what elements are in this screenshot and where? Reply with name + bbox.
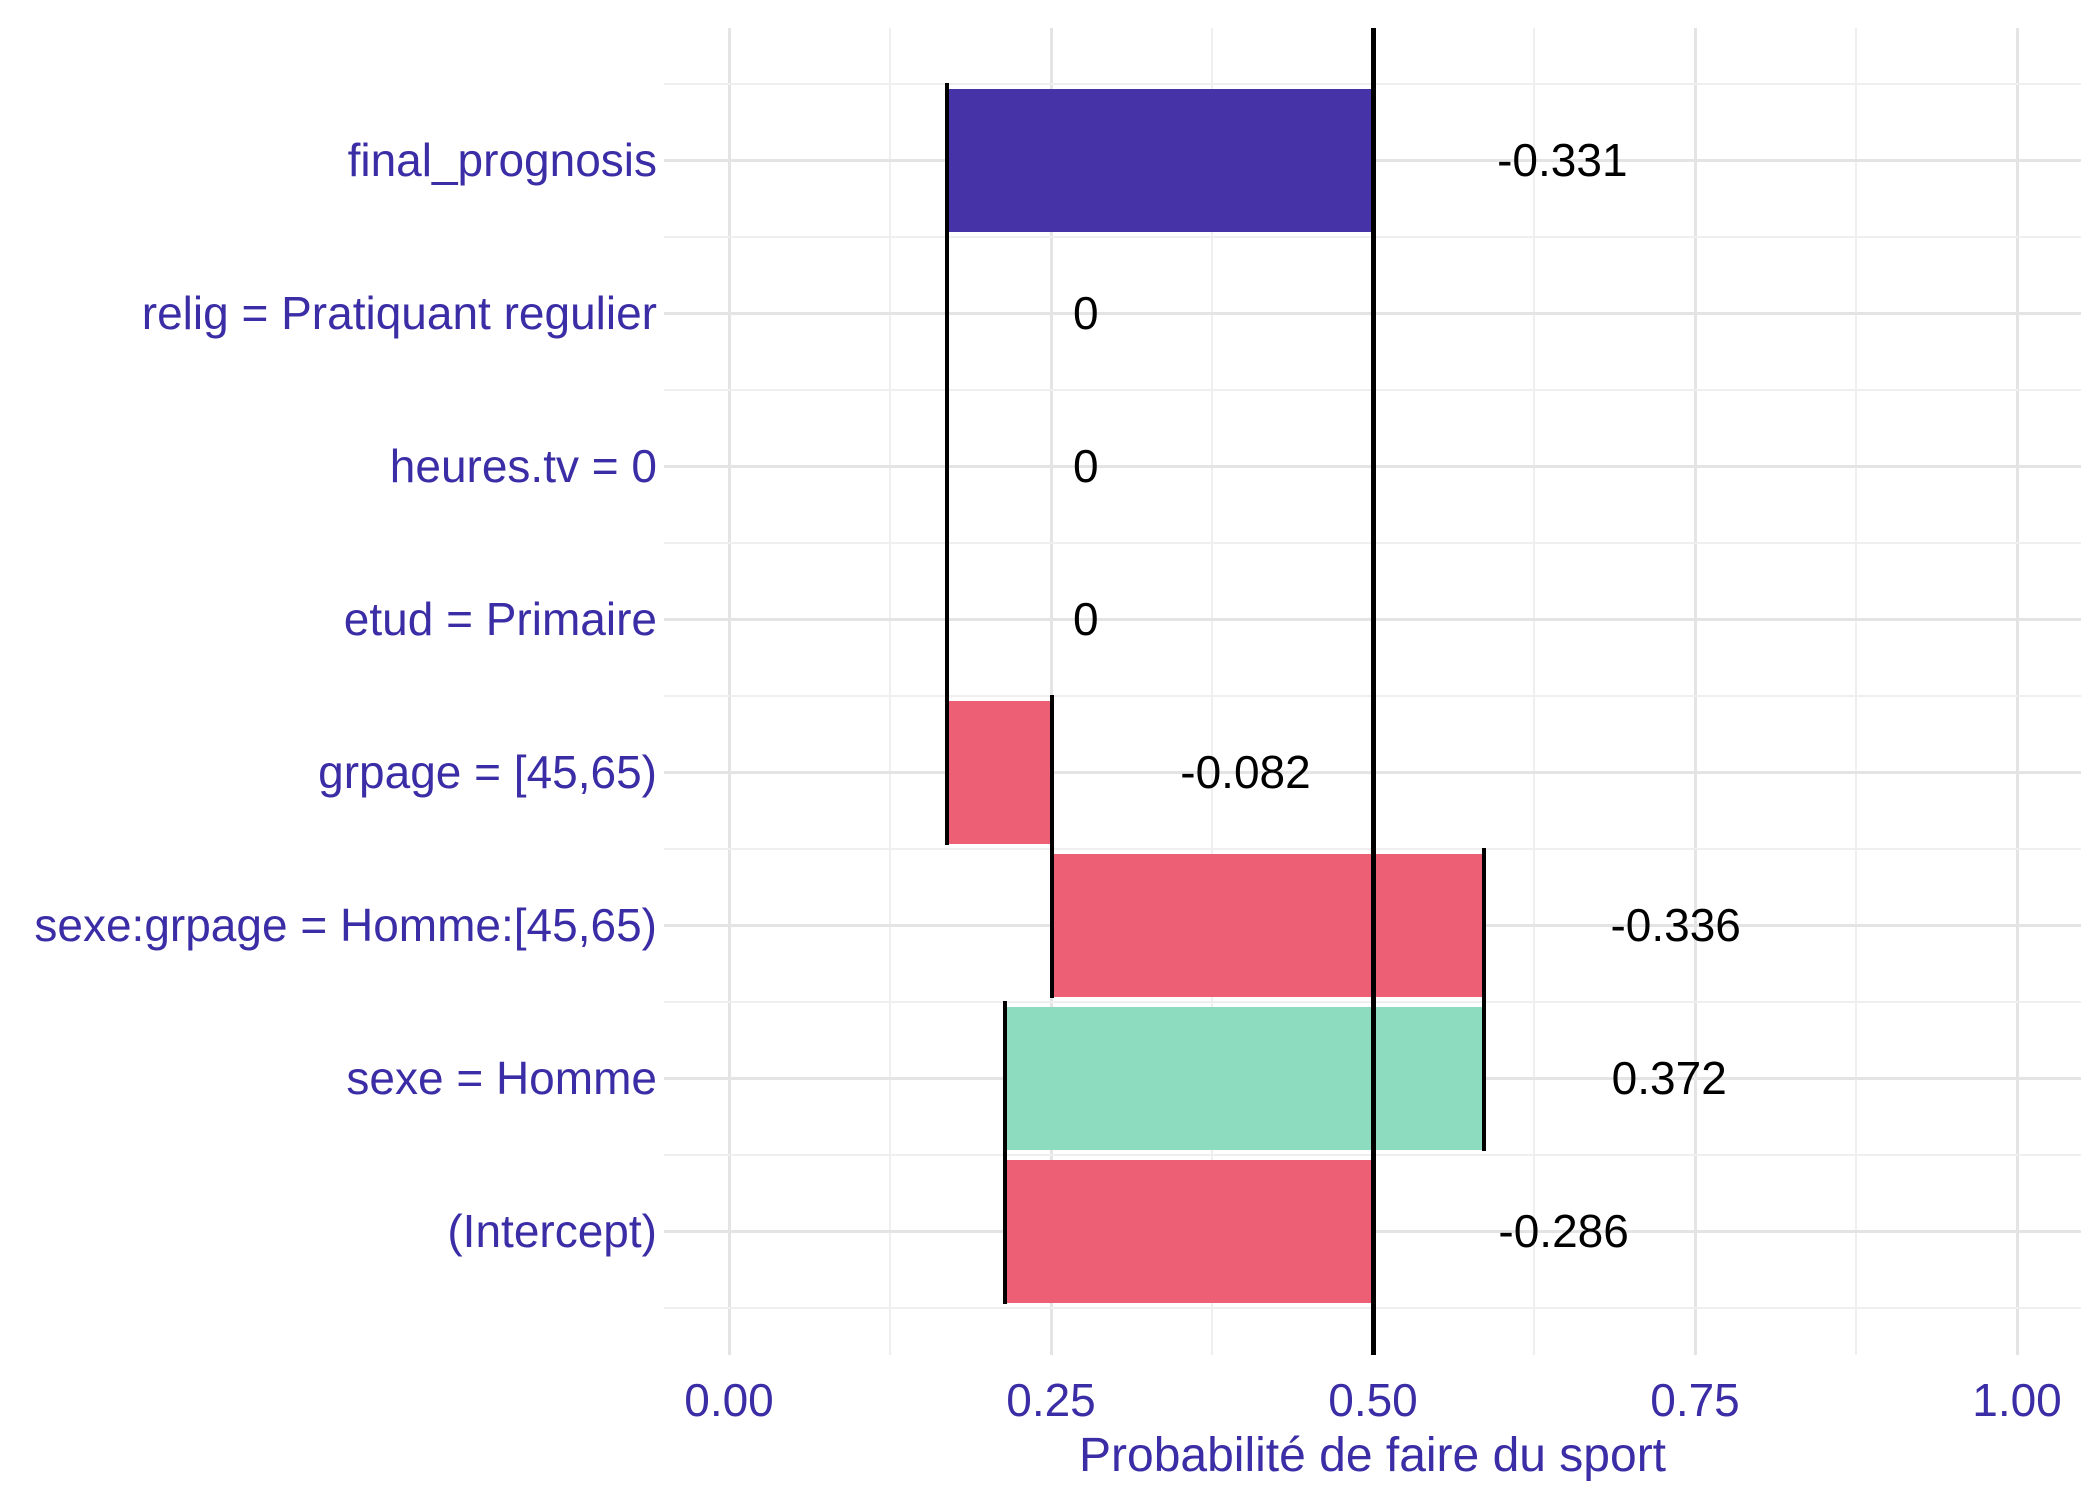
baseline-line (1370, 28, 1376, 1355)
x-tick-label: 1.00 (1972, 1374, 2062, 1426)
connector-line (944, 82, 949, 845)
x-axis-title: Probabilité de faire du sport (1078, 1429, 1667, 1482)
contribution-bar (946, 88, 1373, 232)
x-tick-label: 0.25 (1006, 1374, 1096, 1426)
value-label: -0.331 (1497, 134, 1628, 186)
connector-line (1050, 694, 1055, 998)
value-label: 0 (1072, 287, 1099, 339)
value-label: -0.336 (1610, 899, 1741, 951)
connector-line (1481, 847, 1486, 1151)
x-gridline-major (1049, 28, 1053, 1355)
y-axis-label: sexe = Homme (346, 1052, 657, 1104)
x-gridline-major (1693, 28, 1697, 1355)
y-axis-label: final_prognosis (347, 134, 657, 186)
contribution-bar (1004, 1159, 1373, 1303)
value-label: 0.372 (1611, 1052, 1727, 1104)
plot-panel: -0.331 0 0 0 -0.082 -0.336 0.372 -0.286 (664, 28, 2081, 1355)
contribution-bar (946, 700, 1053, 844)
y-axis-label: relig = Pratiquant regulier (141, 287, 657, 339)
connector-line (1002, 1000, 1007, 1304)
value-label: -0.286 (1498, 1205, 1629, 1257)
y-axis-label: heures.tv = 0 (389, 440, 657, 492)
value-label: -0.082 (1180, 746, 1311, 798)
x-gridline-minor (1211, 28, 1213, 1355)
contribution-bar (1052, 853, 1484, 997)
x-tick-label: 0.75 (1650, 1374, 1740, 1426)
contribution-bar (1004, 1006, 1484, 1150)
x-gridline-major (727, 28, 731, 1355)
y-axis-label: (Intercept) (447, 1205, 657, 1257)
x-gridline-major (2015, 28, 2019, 1355)
value-label: 0 (1072, 593, 1099, 645)
x-gridline-minor (1855, 28, 1857, 1355)
y-axis-label: sexe:grpage = Homme:[45,65) (34, 899, 657, 951)
x-gridline-minor (1533, 28, 1535, 1355)
x-tick-label: 0.50 (1328, 1374, 1418, 1426)
x-tick-label: 0.00 (684, 1374, 774, 1426)
y-axis-label: etud = Primaire (343, 593, 657, 645)
x-gridline-minor (889, 28, 891, 1355)
value-label: 0 (1072, 440, 1099, 492)
y-axis-label: grpage = [45,65) (318, 746, 657, 798)
